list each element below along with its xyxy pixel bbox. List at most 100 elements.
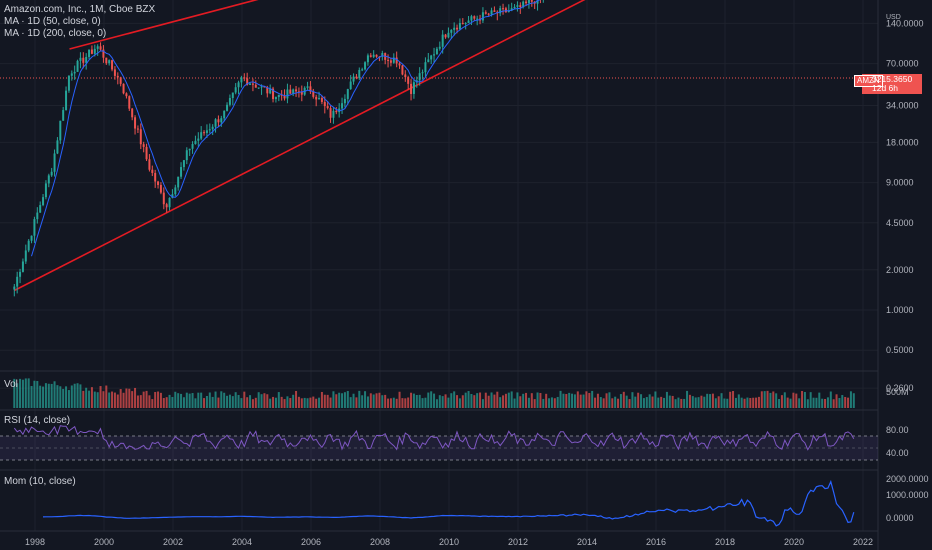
trendline[interactable] — [13, 0, 856, 292]
volume-bar — [226, 395, 229, 408]
candle-body — [142, 144, 145, 147]
volume-bar — [300, 398, 303, 408]
candle-body — [24, 250, 27, 262]
volume-bar — [53, 381, 56, 408]
candle-body — [139, 129, 142, 145]
candle-body — [320, 98, 323, 102]
time-tick: 2000 — [94, 537, 114, 547]
volume-bar — [703, 396, 706, 408]
volume-bar — [576, 391, 579, 408]
candle-body — [510, 8, 513, 11]
volume-bar — [801, 391, 804, 408]
volume-bar — [527, 397, 530, 408]
volume-bar — [16, 383, 19, 408]
volume-bar — [36, 380, 39, 408]
volume-bar — [128, 388, 131, 408]
volume-bar — [605, 393, 608, 408]
volume-bar — [824, 398, 827, 408]
volume-bar — [671, 395, 674, 408]
volume-bar — [634, 396, 637, 408]
volume-bar — [82, 390, 85, 408]
candle-body — [415, 80, 418, 83]
volume-bar — [24, 378, 27, 408]
volume-bar — [191, 393, 194, 408]
candle-body — [410, 83, 413, 94]
volume-bar — [96, 392, 99, 408]
volume-bar — [795, 393, 798, 408]
volume-bar — [320, 391, 323, 408]
volume-bar — [625, 395, 628, 408]
volume-bar — [556, 396, 559, 408]
volume-bar — [657, 397, 660, 408]
volume-bar — [142, 391, 145, 408]
last-price-value: 3215.3650 — [872, 74, 913, 84]
candle-body — [453, 27, 456, 30]
candle-body — [389, 60, 392, 63]
candle-body — [56, 140, 59, 154]
volume-bar — [815, 397, 818, 408]
volume-bar — [249, 395, 252, 408]
volume-bar — [450, 393, 453, 408]
volume-bar — [234, 392, 237, 408]
volume-bar — [628, 399, 631, 408]
volume-bar — [395, 398, 398, 408]
volume-bar — [243, 391, 246, 408]
volume-bar — [772, 391, 775, 408]
candle-body — [249, 83, 252, 85]
candle-body — [401, 65, 404, 75]
volume-bar — [343, 392, 346, 408]
volume-bar — [642, 398, 645, 408]
volume-bar — [79, 384, 82, 408]
candle-body — [240, 77, 243, 83]
candle-body — [513, 6, 516, 9]
volume-bar — [387, 398, 390, 408]
chart-title: Amazon.com, Inc., 1M, Cboe BZX — [4, 4, 156, 15]
volume-bar — [217, 397, 220, 408]
volume-bar — [338, 392, 341, 408]
volume-bar — [430, 391, 433, 408]
trendline[interactable] — [69, 0, 857, 50]
time-tick: 2020 — [784, 537, 804, 547]
time-axis[interactable]: 1998 2000 2002 2004 2006 2008 2010 2012 2014 2016… — [25, 537, 873, 547]
candle-body — [59, 120, 62, 141]
volume-bar — [136, 395, 139, 408]
candle-body — [116, 75, 119, 78]
volume-bar — [168, 394, 171, 408]
volume-bar — [263, 393, 266, 408]
volume-bar — [326, 394, 329, 408]
candle-body — [62, 110, 65, 121]
candle-body — [13, 286, 16, 290]
volume-bar — [372, 394, 375, 408]
candle-body — [372, 54, 375, 57]
candle-body — [234, 87, 237, 93]
volume-bar — [838, 397, 841, 408]
rsi-title: RSI (14, close) — [4, 415, 71, 426]
volume-bar — [30, 386, 33, 408]
volume-bar — [162, 398, 165, 408]
candle-body — [105, 57, 108, 64]
candle-body — [456, 27, 459, 30]
candle-body — [375, 54, 378, 57]
candle-body — [326, 106, 329, 109]
price-axis[interactable]: 42500.000022500.000010500.00005500.00001… — [886, 0, 932, 393]
candle-body — [441, 34, 444, 47]
volume-bar — [355, 397, 358, 408]
candle-body — [412, 82, 415, 94]
candle-body — [99, 46, 102, 50]
volume-bar — [470, 393, 473, 408]
volume-bar — [803, 391, 806, 408]
volume-bar — [272, 396, 275, 408]
volume-bar — [42, 386, 45, 408]
pane-tick: 500M — [886, 387, 909, 397]
volume-bar — [297, 396, 300, 408]
candle-body — [335, 110, 338, 113]
volume-bar — [197, 392, 200, 408]
volume-bar — [280, 396, 283, 408]
candle-body — [525, 1, 528, 4]
volume-bar — [27, 378, 30, 408]
volume-bar — [323, 394, 326, 408]
volume-bar — [792, 392, 795, 408]
trendlines[interactable] — [13, 0, 857, 292]
volume-bar — [783, 392, 786, 408]
